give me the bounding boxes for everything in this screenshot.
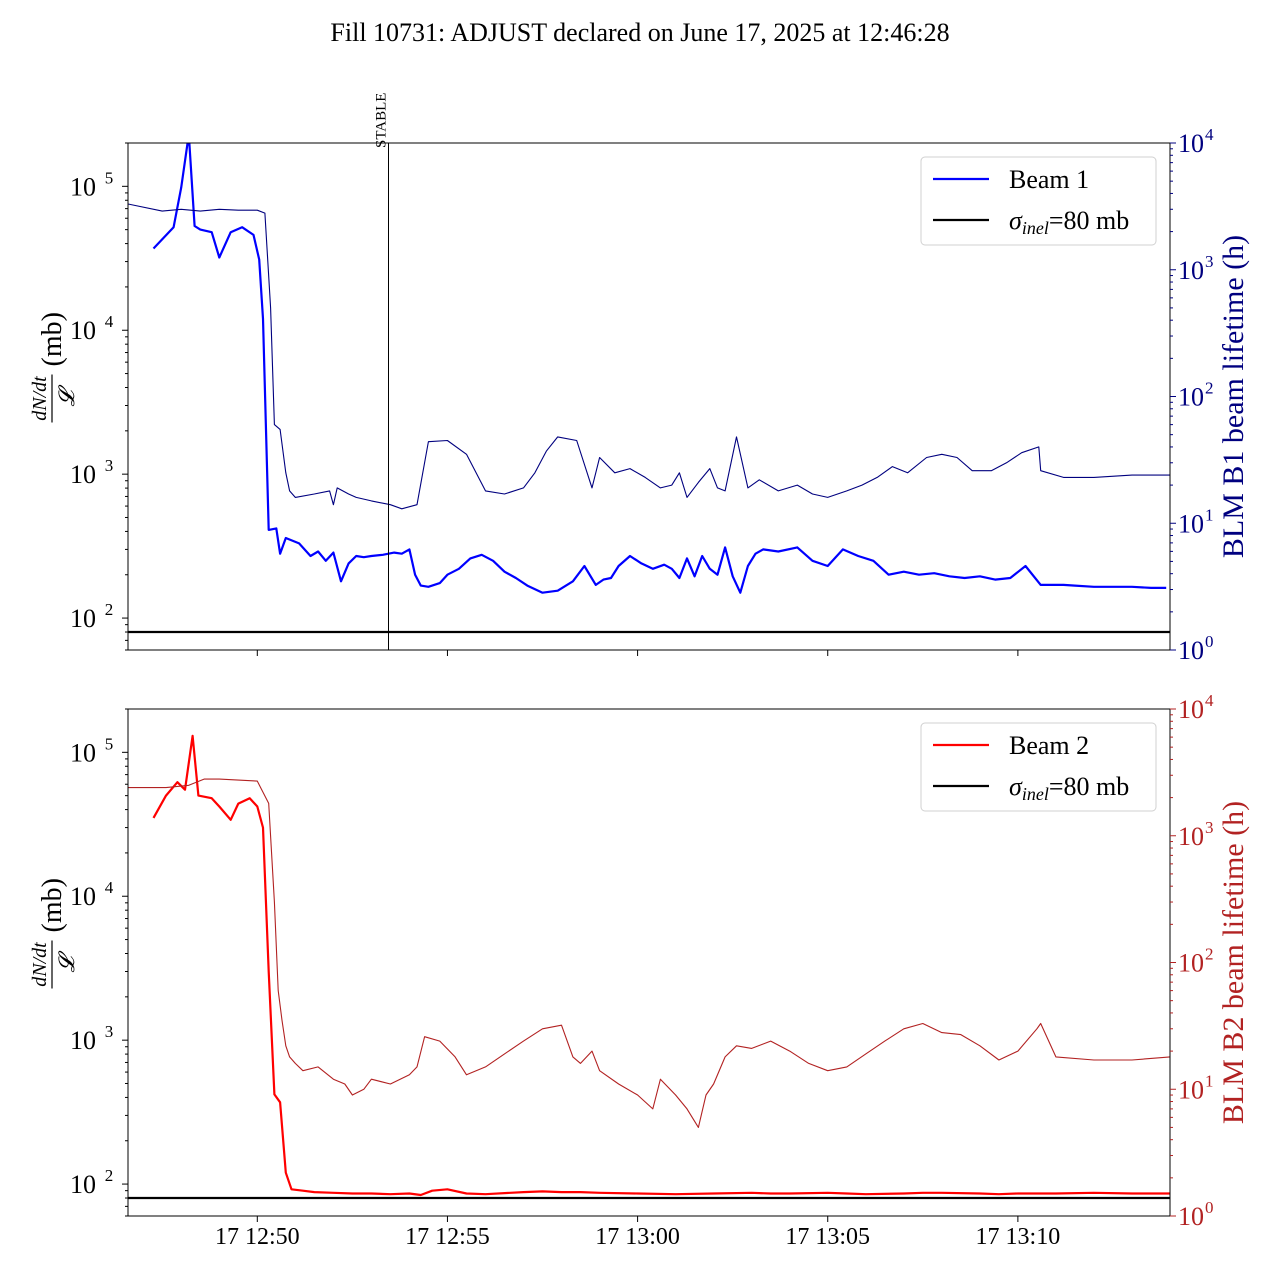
y-left-tick-label: 10: [70, 738, 96, 767]
figure-title: Fill 10731: ADJUST declared on June 17, …: [330, 18, 950, 47]
y-right-tick-label: 10: [1178, 1202, 1204, 1231]
y-right-tick-label: 10: [1178, 256, 1204, 285]
y-right-tick-label: 10: [1178, 383, 1204, 412]
y-left-tick-exponent: 4: [105, 312, 114, 331]
y-left-tick-exponent: 3: [105, 1022, 114, 1041]
annotation-label: STABLE: [374, 93, 390, 148]
y-left-tick-label: 10: [70, 882, 96, 911]
y-right-tick-exponent: 2: [1205, 945, 1214, 964]
y-right-tick-label: 10: [1178, 695, 1204, 724]
x-tick-label: 17 12:50: [215, 1224, 300, 1250]
y-left-tick-exponent: 5: [105, 168, 114, 187]
y-left-tick-exponent: 2: [105, 1166, 114, 1185]
series-line-1: [128, 203, 1170, 510]
y-left-tick-label: 10: [70, 460, 96, 489]
y-left-label-numerator: dN/dt: [29, 942, 51, 987]
y-right-tick-label: 10: [1178, 129, 1204, 158]
y-left-label-numerator: dN/dt: [29, 376, 51, 421]
bottom-panel: 17 12:50 17 12:55 17 13:00 17 13:05 17 13:10…: [29, 691, 1250, 1250]
y-left-tick-label: 10: [70, 604, 96, 633]
legend: Beam 2 σinel=80 mb: [920, 722, 1157, 812]
y-right-tick-label: 10: [1178, 636, 1204, 665]
legend: Beam 1 σinel=80 mb: [920, 156, 1157, 246]
y-right-tick-exponent: 3: [1205, 818, 1214, 837]
y-right-tick-exponent: 2: [1205, 379, 1214, 398]
y-left-tick-label: 10: [70, 316, 96, 345]
legend-label: σinel=80 mb: [1009, 206, 1129, 238]
y-left-tick-exponent: 2: [105, 600, 114, 619]
y-left-tick-exponent: 5: [105, 734, 114, 753]
y-left-label-unit: (mb): [37, 878, 68, 932]
y-right-tick-exponent: 4: [1205, 691, 1214, 710]
y-left-axis-label: dN/dt 𝓛 (mb): [29, 312, 79, 423]
y-right-tick-exponent: 1: [1205, 1071, 1214, 1090]
legend-label: Beam 2: [1009, 731, 1089, 760]
y-right-tick-exponent: 0: [1205, 632, 1214, 651]
y-right-tick-label: 10: [1178, 822, 1204, 851]
x-tick-label: 17 13:00: [595, 1224, 680, 1250]
legend-label: Beam 1: [1009, 165, 1089, 194]
y-left-tick-label: 10: [70, 172, 96, 201]
y-left-tick-label: 10: [70, 1026, 96, 1055]
y-right-axis-label: BLM B2 beam lifetime (h): [1217, 801, 1250, 1124]
y-right-tick-exponent: 1: [1205, 505, 1214, 524]
y-right-tick-label: 10: [1178, 949, 1204, 978]
y-left-label-denominator: 𝓛: [54, 385, 79, 407]
plot-area: [128, 734, 1170, 1200]
y-right-axis-label: BLM B1 beam lifetime (h): [1217, 235, 1250, 558]
y-left-tick-label: 10: [70, 1170, 96, 1199]
y-left-tick-exponent: 4: [105, 878, 114, 897]
y-right-tick-label: 10: [1178, 509, 1204, 538]
series-line-0: [152, 143, 1167, 594]
x-tick-label: 17 13:05: [785, 1224, 870, 1250]
legend-label: σinel=80 mb: [1009, 772, 1129, 804]
y-left-label-denominator: 𝓛: [54, 951, 79, 973]
series-line-1: [128, 778, 1170, 1128]
series-line-0: [152, 734, 1170, 1197]
plot-area: [128, 143, 1170, 634]
y-right-tick-label: 10: [1178, 1075, 1204, 1104]
y-right-tick-exponent: 4: [1205, 125, 1214, 144]
x-tick-label: 17 12:55: [405, 1224, 490, 1250]
y-right-tick-exponent: 3: [1205, 252, 1214, 271]
y-right-tick-exponent: 0: [1205, 1198, 1214, 1217]
y-left-tick-exponent: 3: [105, 456, 114, 475]
y-left-label-unit: (mb): [37, 312, 68, 366]
x-tick-label: 17 13:10: [976, 1224, 1061, 1250]
